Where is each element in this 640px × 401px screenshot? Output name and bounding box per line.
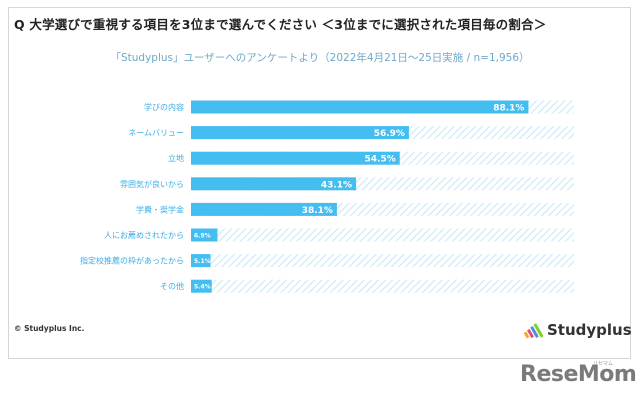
value-label: 5.4%	[194, 284, 211, 291]
bar	[191, 228, 218, 242]
category-label: その他	[160, 281, 184, 291]
bar	[191, 151, 400, 165]
bar-track	[191, 279, 574, 293]
studyplus-logo: Studyplus	[523, 320, 632, 340]
category-label: 学費・奨学金	[136, 204, 184, 214]
category-label: 人にお薦めされたから	[104, 230, 184, 240]
bar-track	[191, 254, 574, 268]
value-label: 43.1%	[321, 180, 352, 190]
chart-subtitle: 「Studyplus」ユーザーへのアンケートより（2022年4月21日〜25日実…	[110, 52, 530, 64]
bar	[191, 126, 409, 140]
category-label: 立地	[168, 153, 184, 163]
category-label: 雰囲気が良いから	[120, 179, 184, 189]
chart-title: Q 大学選びで重視する項目を3位まで選んでください ＜3位までに選択された項目毎…	[14, 17, 547, 32]
category-label: 指定校推薦の枠があったから	[80, 256, 184, 266]
value-label: 6.9%	[194, 233, 211, 240]
bar	[191, 254, 211, 268]
studyplus-logo-text: Studyplus	[547, 321, 632, 339]
bar	[191, 279, 212, 293]
value-label: 56.9%	[374, 129, 405, 139]
category-label: ネームバリュー	[128, 129, 184, 138]
resemom-watermark-sub: リセマム	[593, 361, 614, 367]
value-label: 5.1%	[194, 258, 211, 265]
bar	[191, 177, 357, 191]
copyright-text: © Studyplus Inc.	[14, 324, 85, 333]
value-label: 54.5%	[365, 155, 396, 165]
bar-track	[191, 228, 574, 242]
bars-group: 学びの内容 88.1% ネームバリュー 56.9% 立地 54.5% 雰囲気が良いから 43.…	[80, 100, 574, 293]
studyplus-logo-icon	[523, 323, 543, 339]
resemom-watermark: ReseMom	[520, 362, 637, 387]
value-label: 88.1%	[493, 104, 524, 114]
bar	[191, 100, 529, 114]
value-label: 38.1%	[302, 206, 333, 216]
category-label: 学びの内容	[144, 102, 184, 112]
bar	[191, 202, 337, 216]
